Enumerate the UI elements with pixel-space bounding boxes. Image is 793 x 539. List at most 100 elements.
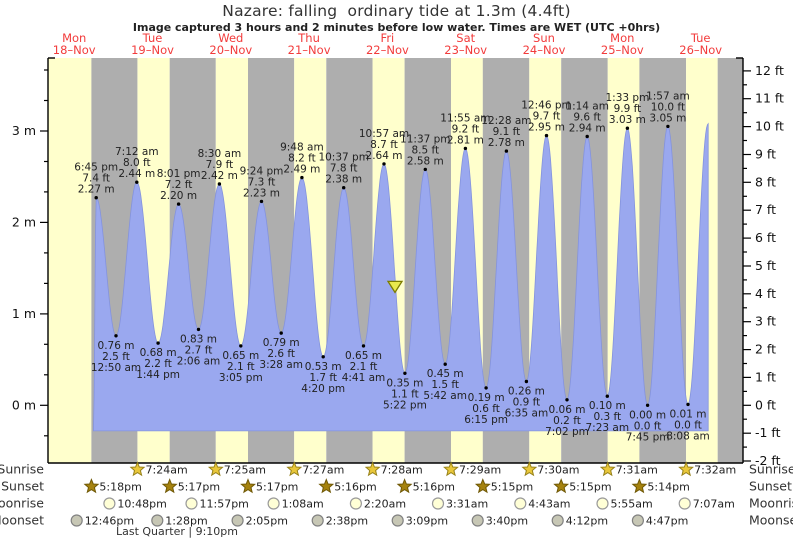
svg-text:9.6 ft: 9.6 ft bbox=[573, 112, 601, 124]
night-band bbox=[717, 58, 743, 463]
astro-row-label: Sunset bbox=[749, 479, 792, 494]
svg-text:0.19 m: 0.19 m bbox=[468, 392, 505, 404]
svg-text:9.7 ft: 9.7 ft bbox=[533, 111, 561, 123]
svg-text:0.68 m: 0.68 m bbox=[140, 347, 177, 359]
svg-text:3:28 am: 3:28 am bbox=[259, 359, 303, 371]
svg-text:2.5 ft: 2.5 ft bbox=[102, 351, 130, 363]
svg-text:Tue: Tue bbox=[142, 31, 163, 45]
svg-text:20–Nov: 20–Nov bbox=[209, 43, 252, 57]
svg-text:12:28 am: 12:28 am bbox=[481, 115, 531, 127]
svg-text:7.4 ft: 7.4 ft bbox=[82, 173, 110, 185]
right-axis-tick-label: 9 ft bbox=[755, 147, 776, 162]
astro-row-label: Sunset bbox=[1, 479, 44, 494]
tide-annotation-low: 0.65 m2.1 ft3:05 pm bbox=[219, 344, 263, 384]
left-axis-tick-label: 3 m bbox=[12, 123, 36, 138]
svg-text:2.38 m: 2.38 m bbox=[325, 174, 362, 186]
svg-text:8:08 am: 8:08 am bbox=[666, 430, 710, 442]
svg-text:12:50 am: 12:50 am bbox=[91, 362, 141, 374]
moonrise-time: 11:57pm bbox=[200, 498, 249, 511]
svg-text:0.83 m: 0.83 m bbox=[180, 333, 217, 345]
left-axis-tick-label: 0 m bbox=[12, 397, 36, 412]
svg-text:8.2 ft: 8.2 ft bbox=[288, 153, 316, 165]
sunset-time: 5:14pm bbox=[647, 481, 689, 494]
astro-row-label: Moonset bbox=[0, 513, 44, 528]
sunset-icon bbox=[318, 478, 335, 494]
moonset-icon bbox=[311, 514, 324, 527]
svg-text:2.2 ft: 2.2 ft bbox=[144, 358, 172, 370]
moonrise-time: 1:08am bbox=[282, 498, 324, 511]
sunset-time: 5:16pm bbox=[334, 481, 376, 494]
tide-annotation-high: 6:45 pm7.4 ft2.27 m bbox=[74, 162, 118, 200]
svg-text:9.9 ft: 9.9 ft bbox=[614, 103, 642, 115]
svg-text:Thu: Thu bbox=[297, 31, 320, 45]
svg-text:4:20 pm: 4:20 pm bbox=[301, 383, 345, 395]
right-axis-tick-label: 12 ft bbox=[755, 63, 784, 78]
svg-text:Mon: Mon bbox=[610, 31, 634, 45]
svg-text:8.0 ft: 8.0 ft bbox=[123, 157, 151, 169]
sunrise-time: 7:28am bbox=[381, 464, 423, 477]
svg-text:25–Nov: 25–Nov bbox=[601, 43, 644, 57]
svg-text:1:14 am: 1:14 am bbox=[565, 101, 609, 113]
moonrise-icon bbox=[431, 497, 445, 510]
tide-annotation-low: 0.35 m1.1 ft5:22 pm bbox=[383, 371, 427, 411]
astro-row-label: Sunrise bbox=[749, 462, 793, 477]
right-axis-tick-label: 10 ft bbox=[755, 119, 784, 134]
sunset-icon bbox=[474, 478, 491, 494]
tide-annotation-high: 11:37 pm8.5 ft2.58 m bbox=[400, 133, 451, 172]
svg-text:18–Nov: 18–Nov bbox=[53, 43, 96, 57]
svg-text:0.01 m: 0.01 m bbox=[670, 408, 707, 420]
svg-text:9:24 pm: 9:24 pm bbox=[240, 165, 284, 177]
svg-text:24–Nov: 24–Nov bbox=[523, 43, 566, 57]
right-axis-tick-label: 3 ft bbox=[755, 314, 776, 329]
svg-text:8.5 ft: 8.5 ft bbox=[411, 144, 439, 156]
svg-text:8.7 ft: 8.7 ft bbox=[370, 139, 398, 151]
tide-curve bbox=[92, 122, 709, 432]
tide-annotation-low: 0.26 m0.9 ft6:35 am bbox=[505, 379, 548, 420]
tide-annotation-low: 0.53 m1.7 ft4:20 pm bbox=[301, 355, 345, 395]
svg-text:0.0 ft: 0.0 ft bbox=[674, 419, 702, 431]
astro-row-label: Moonrise bbox=[749, 496, 793, 511]
svg-text:8:01 pm: 8:01 pm bbox=[157, 168, 201, 180]
svg-text:7:23 am: 7:23 am bbox=[586, 422, 630, 434]
svg-text:2:06 am: 2:06 am bbox=[177, 355, 221, 367]
axis-frame: 0 m 1 m 2 m 3 m -2 ft -1 ft 0 ft 1 ft 2 ft 3 ft 4 … bbox=[12, 57, 784, 468]
svg-text:0.0 ft: 0.0 ft bbox=[634, 420, 662, 432]
moonrise-time: 7:07am bbox=[693, 498, 735, 511]
left-axis-tick-label: 2 m bbox=[12, 214, 36, 229]
svg-text:9.2 ft: 9.2 ft bbox=[452, 123, 480, 135]
svg-text:26–Nov: 26–Nov bbox=[679, 43, 722, 57]
svg-text:Mon: Mon bbox=[62, 31, 86, 45]
moonset-icon bbox=[551, 514, 564, 527]
sunrise-time: 7:31am bbox=[616, 464, 658, 477]
astro-row-sunrise: Sunrise Sunrise 7:24am 7:25am 7:27am 7:28am 7:… bbox=[0, 461, 793, 477]
svg-text:Tue: Tue bbox=[690, 31, 711, 45]
svg-text:1.7 ft: 1.7 ft bbox=[309, 372, 337, 384]
astro-row-label: Moonrise bbox=[0, 496, 44, 511]
sunset-time: 5:18pm bbox=[99, 481, 141, 494]
tide-annotation-low: 0.68 m2.2 ft1:44 pm bbox=[136, 341, 180, 381]
svg-text:0.10 m: 0.10 m bbox=[589, 400, 626, 412]
tide-annotation-high: 1:14 am9.6 ft2.94 m bbox=[565, 101, 609, 139]
tide-annotation-low: 0.01 m0.0 ft8:08 am bbox=[666, 402, 710, 442]
sunset-time: 5:16pm bbox=[413, 481, 455, 494]
moonset-icon bbox=[151, 514, 164, 527]
svg-text:0.00 m: 0.00 m bbox=[629, 409, 666, 421]
svg-text:9:48 am: 9:48 am bbox=[280, 142, 324, 154]
moonrise-icon bbox=[267, 497, 280, 510]
moonrise-time: 3:31am bbox=[446, 498, 488, 511]
tide-annotation-low: 0.83 m2.7 ft2:06 am bbox=[177, 327, 221, 367]
sunrise-time: 7:24am bbox=[146, 464, 188, 477]
svg-text:0.53 m: 0.53 m bbox=[305, 361, 342, 373]
sunrise-icon bbox=[599, 461, 616, 477]
moonrise-icon bbox=[596, 497, 609, 510]
right-axis-tick-label: -2 ft bbox=[755, 453, 781, 468]
svg-text:2.58 m: 2.58 m bbox=[407, 155, 444, 167]
sunset-icon bbox=[553, 478, 570, 494]
tide-annotation-high: 7:12 am8.0 ft2.44 m bbox=[115, 146, 159, 184]
